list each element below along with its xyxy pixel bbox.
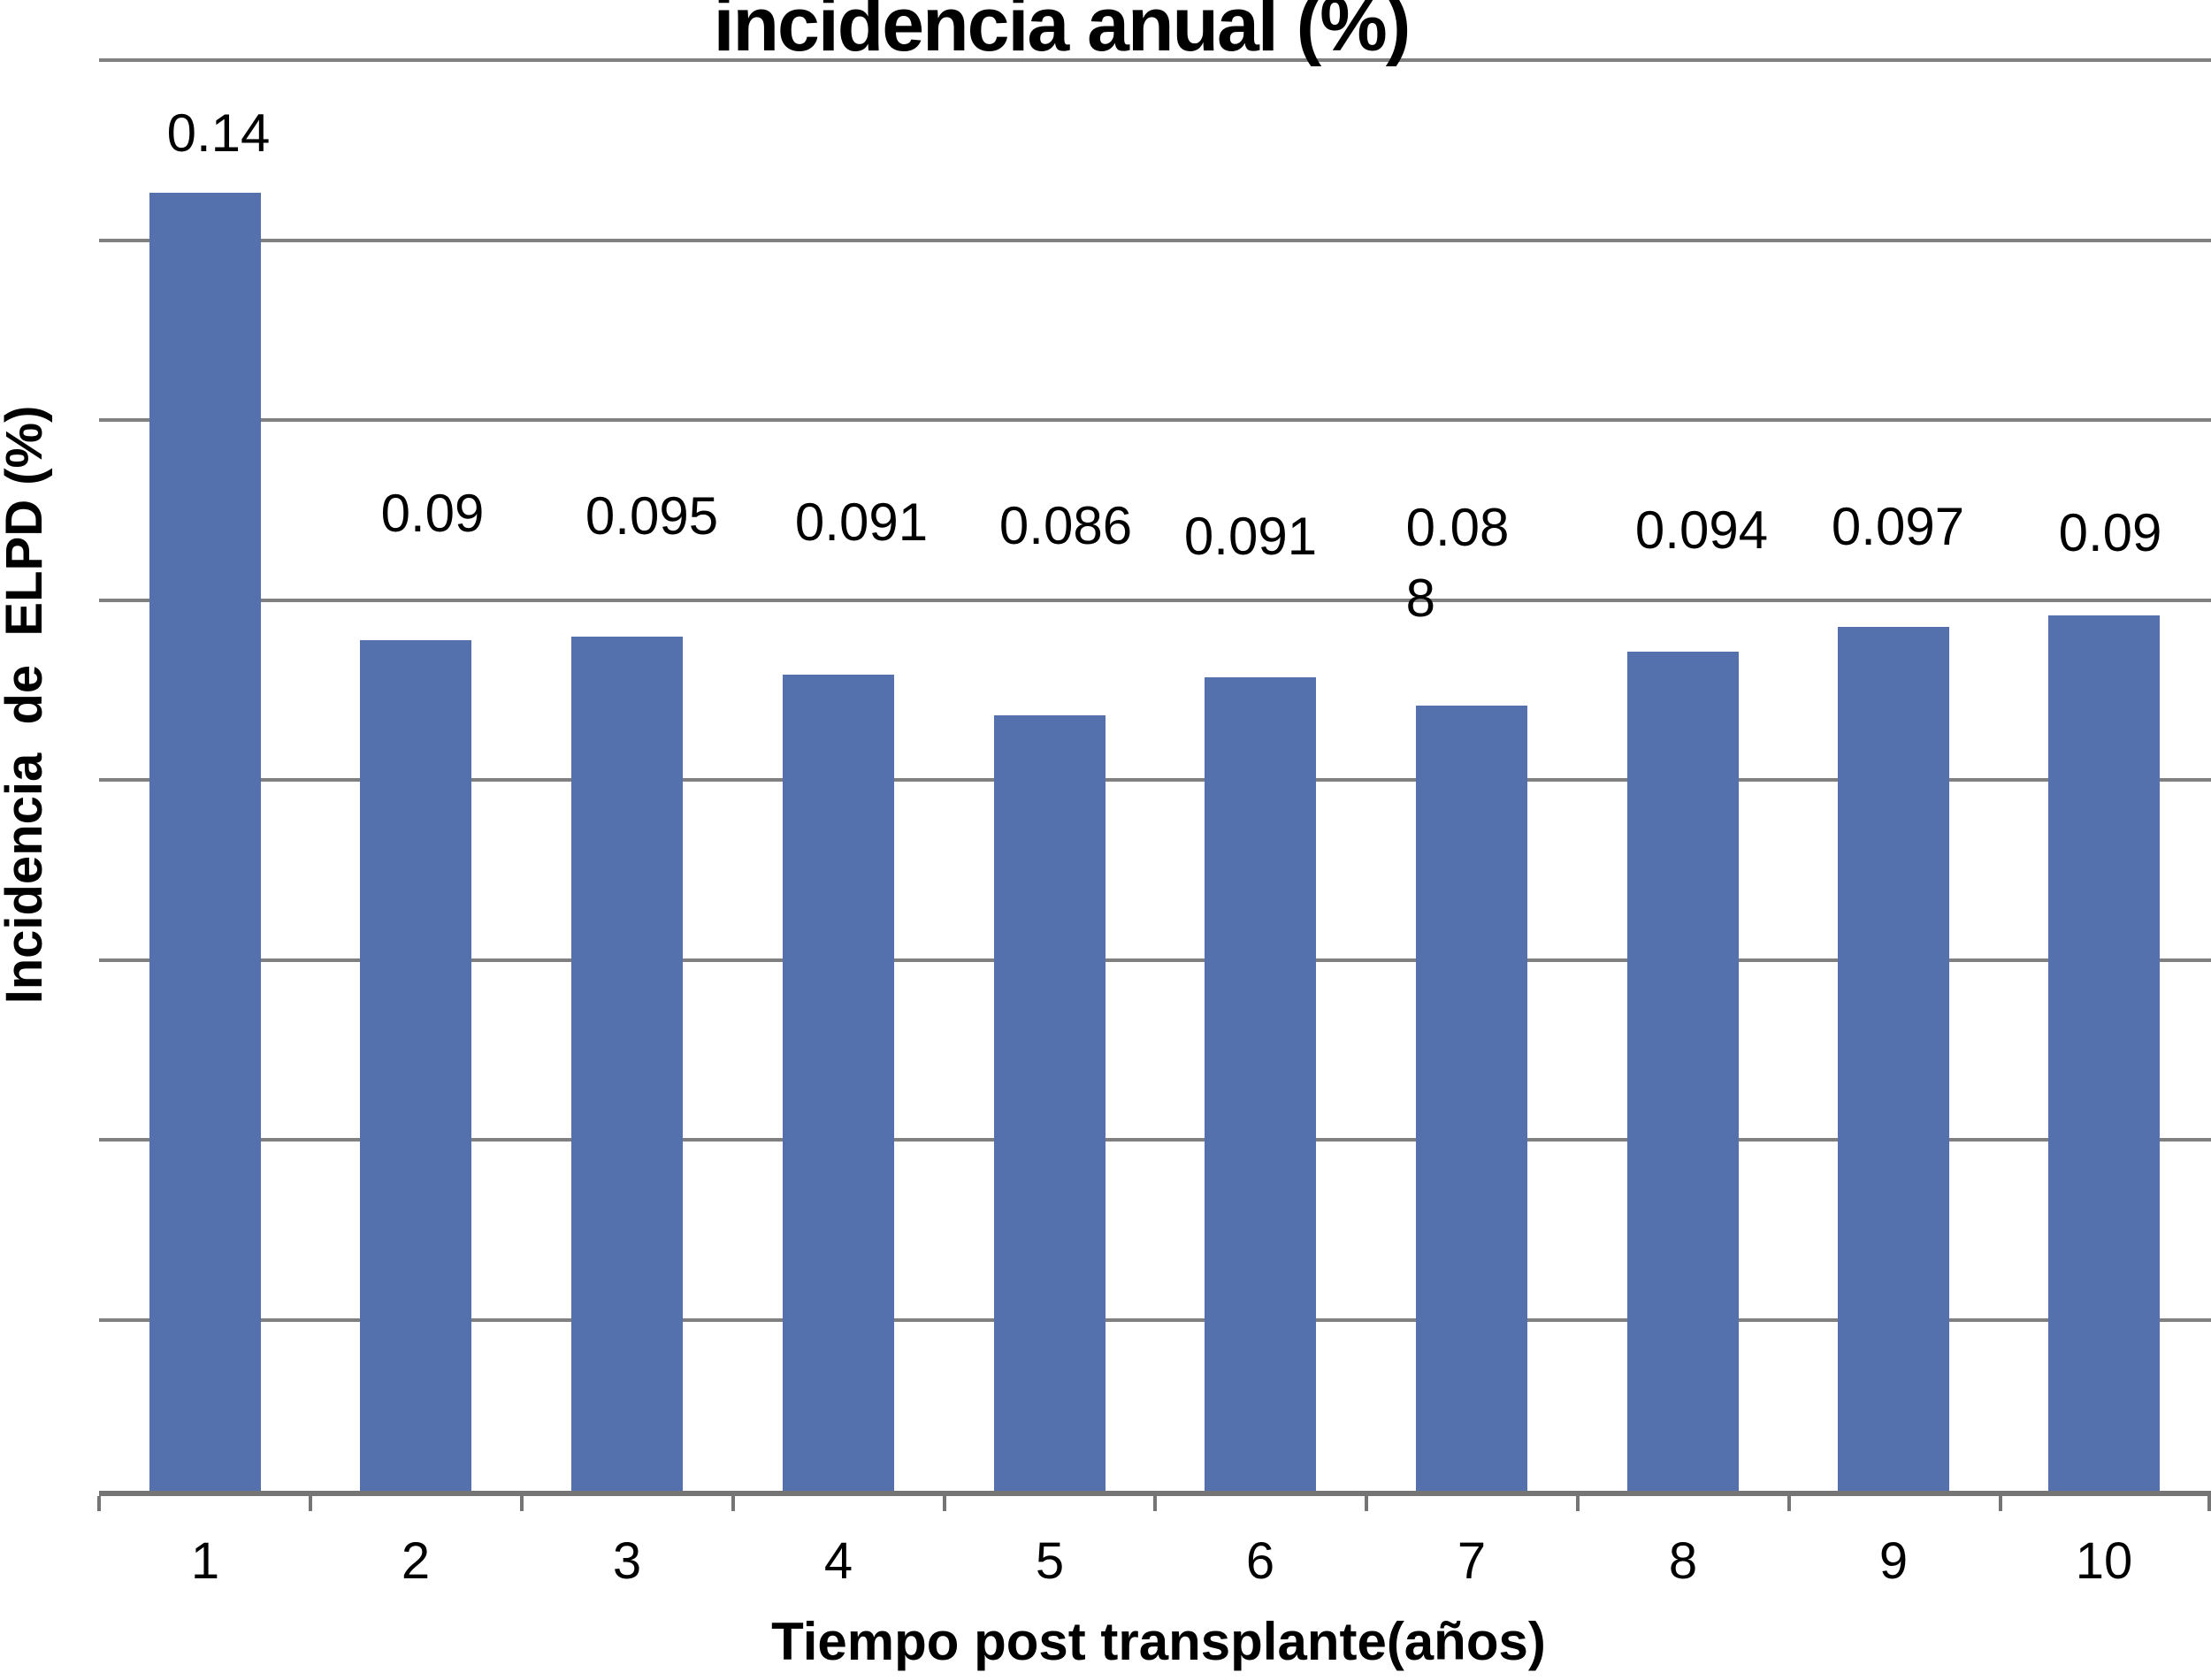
bar xyxy=(149,193,261,1491)
x-tick-label: 1 xyxy=(190,1532,220,1590)
x-tick-label: 8 xyxy=(1668,1532,1698,1590)
bar xyxy=(2048,615,2160,1491)
x-axis-tick xyxy=(1365,1496,1368,1511)
value-label-line: 0.08 xyxy=(1405,498,1510,557)
x-axis-tick xyxy=(1999,1496,2002,1511)
gridline xyxy=(99,239,2211,242)
value-label-line: 0.094 xyxy=(1634,500,1769,560)
gridline xyxy=(99,778,2211,782)
value-label: 0.094 xyxy=(1635,495,1768,566)
value-label: 0.08 8 xyxy=(1406,493,1510,634)
x-axis-title: Tiempo post transplante(años) xyxy=(771,1612,1546,1671)
value-label-line: 0.09 xyxy=(380,484,485,543)
gridline xyxy=(99,958,2211,962)
x-axis-tick xyxy=(2207,1496,2211,1511)
x-tick-label: 3 xyxy=(612,1532,642,1590)
value-label: 0.091 xyxy=(1184,501,1317,572)
x-axis-line xyxy=(99,1491,2211,1496)
chart-title: incidencia anual (%) xyxy=(713,0,1412,67)
x-tick-label: 2 xyxy=(401,1532,431,1590)
gridline xyxy=(99,1318,2211,1322)
x-axis-tick xyxy=(97,1496,101,1511)
value-label-line: 0.091 xyxy=(1183,507,1318,566)
x-axis-tick xyxy=(943,1496,946,1511)
bar xyxy=(1838,627,1949,1491)
x-tick-label: 5 xyxy=(1035,1532,1065,1590)
value-label: 0.09 xyxy=(381,478,485,549)
bar xyxy=(571,637,683,1491)
value-label-line: 0.091 xyxy=(794,493,929,552)
value-label-line: 0.086 xyxy=(998,496,1133,555)
x-tick-label: 7 xyxy=(1457,1532,1487,1590)
gridline xyxy=(99,599,2211,602)
x-tick-label: 9 xyxy=(1878,1532,1909,1590)
bar xyxy=(783,675,894,1491)
x-tick-label: 4 xyxy=(823,1532,853,1590)
bar xyxy=(360,640,471,1491)
bar xyxy=(1416,706,1527,1491)
x-axis-tick xyxy=(731,1496,735,1511)
bar xyxy=(1627,652,1739,1491)
value-label-line: 0.14 xyxy=(166,103,271,163)
value-label-line: 0.095 xyxy=(585,486,719,546)
bar xyxy=(994,715,1106,1491)
gridline xyxy=(99,58,2211,62)
x-axis-tick xyxy=(309,1496,312,1511)
bar xyxy=(1205,677,1316,1491)
value-label-line: 8 xyxy=(1405,569,1435,628)
x-axis-tick xyxy=(520,1496,524,1511)
x-tick-label: 6 xyxy=(1245,1532,1275,1590)
x-axis-tick xyxy=(1153,1496,1157,1511)
gridline xyxy=(99,418,2211,422)
value-label: 0.091 xyxy=(795,487,928,558)
gridline xyxy=(99,1138,2211,1142)
value-label: 0.097 xyxy=(1832,492,1964,562)
value-label-line: 0.09 xyxy=(2058,503,2162,562)
value-label: 0.09 xyxy=(2059,498,2162,569)
x-axis-tick xyxy=(1576,1496,1580,1511)
y-axis-title: Incidencia de ELPD (%) xyxy=(0,405,53,1004)
x-axis-tick xyxy=(1787,1496,1791,1511)
value-label: 0.086 xyxy=(999,491,1132,561)
value-label-line: 0.097 xyxy=(1831,497,1965,556)
value-label: 0.14 xyxy=(167,98,271,169)
x-tick-label: 10 xyxy=(2075,1532,2133,1590)
value-label: 0.095 xyxy=(585,481,718,552)
